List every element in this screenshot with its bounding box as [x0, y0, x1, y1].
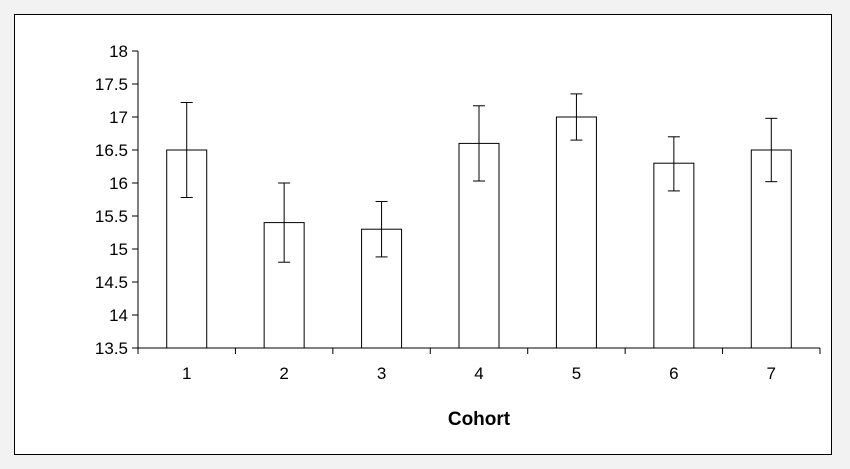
x-tick-label: 5 — [572, 364, 581, 383]
y-tick-label: 16 — [109, 174, 128, 193]
x-tick-label: 6 — [669, 364, 678, 383]
bar-chart: 13.5 14 14.5 15 15.5 16 16.5 17 17.5 18 1 2 3 4 5 6 7 Coh… — [95, 42, 821, 430]
y-tick-label: 14.5 — [95, 273, 128, 292]
y-tick-label: 15.5 — [95, 207, 128, 226]
y-tick-label: 13.5 — [95, 339, 128, 358]
y-tick-label: 14 — [109, 306, 128, 325]
x-axis-title: Cohort — [448, 409, 511, 430]
x-tick-label: 4 — [474, 364, 483, 383]
x-tick-label: 2 — [279, 364, 288, 383]
y-tick-label: 17 — [109, 108, 128, 127]
y-tick-label: 15 — [109, 240, 128, 259]
y-tick-label: 18 — [109, 42, 128, 61]
x-tick-label: 7 — [767, 364, 776, 383]
bar-cohort-3 — [361, 228, 403, 349]
x-tick-label: 3 — [377, 364, 386, 383]
y-tick-label: 17.5 — [95, 75, 128, 94]
y-tick-label: 16.5 — [95, 141, 128, 160]
bar-cohort-5 — [555, 116, 597, 349]
chart-frame: 13.5 14 14.5 15 15.5 16 16.5 17 17.5 18 1 2 3 4 5 6 7 Coh… — [14, 14, 832, 455]
bar-cohort-7 — [750, 149, 792, 349]
x-tick-label: 1 — [182, 364, 191, 383]
